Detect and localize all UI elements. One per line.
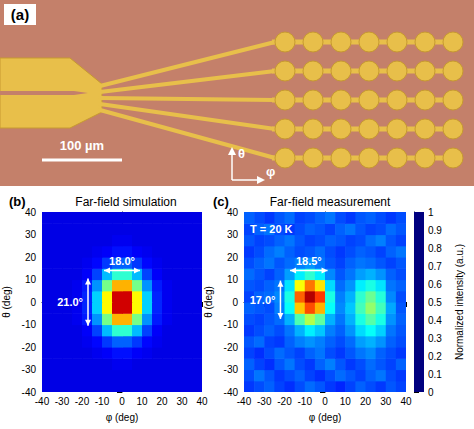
- svg-text:20: 20: [156, 396, 168, 407]
- svg-text:-30: -30: [224, 364, 239, 375]
- svg-text:-10: -10: [298, 396, 313, 407]
- svg-text:20: 20: [360, 396, 372, 407]
- svg-text:θ (deg): θ (deg): [203, 286, 214, 318]
- svg-text:40: 40: [400, 396, 412, 407]
- svg-text:0: 0: [232, 297, 238, 308]
- svg-text:(c): (c): [213, 194, 229, 209]
- svg-text:0.6: 0.6: [428, 279, 442, 290]
- svg-text:18.0°: 18.0°: [109, 255, 135, 267]
- svg-text:30: 30: [227, 229, 239, 240]
- svg-text:0.3: 0.3: [428, 333, 442, 344]
- svg-text:-20: -20: [75, 396, 90, 407]
- svg-text:φ (deg): φ (deg): [309, 412, 342, 423]
- svg-text:φ: φ: [266, 164, 275, 179]
- svg-text:θ: θ: [238, 146, 245, 161]
- svg-text:Normalized intensity (a.u.): Normalized intensity (a.u.): [454, 244, 465, 360]
- svg-text:T = 20 K: T = 20 K: [250, 223, 293, 235]
- svg-text:-20: -20: [224, 342, 239, 353]
- svg-text:0.8: 0.8: [428, 243, 442, 254]
- svg-text:θ (deg): θ (deg): [1, 286, 12, 318]
- svg-text:(a): (a): [11, 6, 29, 23]
- svg-text:100 µm: 100 µm: [60, 138, 104, 153]
- svg-text:-30: -30: [22, 364, 37, 375]
- svg-text:0.5: 0.5: [428, 297, 442, 308]
- svg-text:0: 0: [428, 387, 434, 398]
- svg-text:-40: -40: [223, 386, 238, 398]
- svg-text:0.9: 0.9: [428, 225, 442, 236]
- svg-text:10: 10: [136, 396, 148, 407]
- svg-text:10: 10: [340, 396, 352, 407]
- svg-text:1: 1: [428, 207, 434, 218]
- svg-text:-20: -20: [22, 342, 37, 353]
- svg-text:30: 30: [176, 396, 188, 407]
- svg-text:0.4: 0.4: [428, 315, 442, 326]
- svg-text:0.2: 0.2: [428, 351, 442, 362]
- svg-text:0.7: 0.7: [428, 261, 442, 272]
- svg-text:18.5°: 18.5°: [296, 255, 322, 267]
- svg-text:Far-field simulation: Far-field simulation: [75, 195, 176, 209]
- svg-text:-10: -10: [22, 319, 37, 330]
- svg-text:-40: -40: [21, 386, 36, 398]
- svg-text:-30: -30: [257, 396, 272, 407]
- svg-text:40: 40: [196, 396, 208, 407]
- svg-text:(b): (b): [9, 194, 26, 209]
- svg-text:10: 10: [25, 274, 37, 285]
- svg-text:-10: -10: [95, 396, 110, 407]
- svg-text:0: 0: [30, 297, 36, 308]
- svg-text:-40: -40: [237, 396, 252, 407]
- svg-text:-40: -40: [35, 396, 50, 407]
- svg-text:21.0°: 21.0°: [57, 296, 83, 308]
- svg-text:17.0°: 17.0°: [250, 294, 276, 306]
- svg-text:20: 20: [227, 252, 239, 263]
- svg-text:0.1: 0.1: [428, 369, 442, 380]
- svg-text:30: 30: [25, 229, 37, 240]
- svg-text:40: 40: [25, 207, 37, 218]
- svg-text:0: 0: [322, 396, 328, 407]
- svg-text:-20: -20: [277, 396, 292, 407]
- svg-text:-10: -10: [224, 319, 239, 330]
- svg-text:30: 30: [380, 396, 392, 407]
- svg-text:10: 10: [227, 274, 239, 285]
- svg-text:Far-field measurement: Far-field measurement: [270, 195, 391, 209]
- svg-text:φ (deg): φ (deg): [106, 412, 139, 423]
- svg-text:-30: -30: [55, 396, 70, 407]
- svg-text:40: 40: [226, 206, 238, 218]
- svg-text:20: 20: [25, 252, 37, 263]
- svg-text:0: 0: [119, 396, 125, 407]
